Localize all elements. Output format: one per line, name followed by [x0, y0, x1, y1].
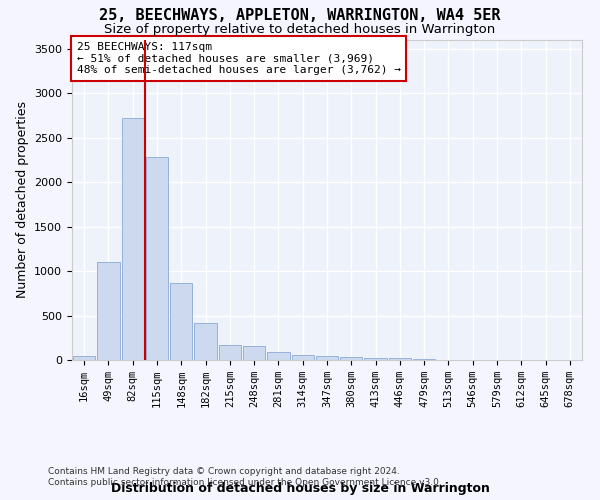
- Bar: [97, 262, 119, 360]
- Text: 25 BEECHWAYS: 117sqm
← 51% of detached houses are smaller (3,969)
48% of semi-de: 25 BEECHWAYS: 117sqm ← 51% of detached h…: [77, 42, 401, 75]
- Bar: [267, 352, 290, 360]
- Bar: [364, 358, 387, 360]
- Text: Contains HM Land Registry data © Crown copyright and database right 2024.
Contai: Contains HM Land Registry data © Crown c…: [48, 468, 442, 487]
- Bar: [218, 345, 241, 360]
- Text: 25, BEECHWAYS, APPLETON, WARRINGTON, WA4 5ER: 25, BEECHWAYS, APPLETON, WARRINGTON, WA4…: [99, 8, 501, 22]
- Y-axis label: Number of detached properties: Number of detached properties: [16, 102, 29, 298]
- Bar: [413, 359, 436, 360]
- Bar: [73, 356, 95, 360]
- Bar: [170, 282, 193, 360]
- Bar: [122, 118, 144, 360]
- Bar: [243, 346, 265, 360]
- Bar: [146, 158, 168, 360]
- Bar: [389, 358, 411, 360]
- Bar: [340, 358, 362, 360]
- Bar: [292, 354, 314, 360]
- Text: Distribution of detached houses by size in Warrington: Distribution of detached houses by size …: [110, 482, 490, 495]
- Bar: [194, 322, 217, 360]
- Text: Size of property relative to detached houses in Warrington: Size of property relative to detached ho…: [104, 22, 496, 36]
- Bar: [316, 356, 338, 360]
